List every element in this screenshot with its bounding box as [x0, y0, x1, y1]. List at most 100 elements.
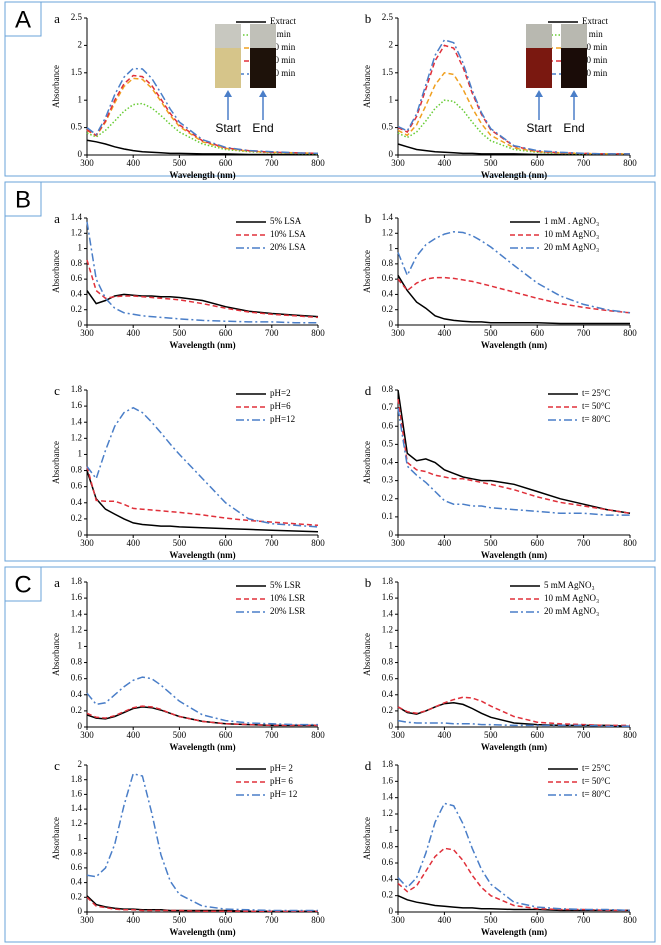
legend-label: 5 mM AgNO₃ — [544, 580, 595, 590]
legend-label: 10 mM AgNO₃ — [544, 593, 599, 603]
series-line — [397, 39, 630, 155]
chart-label: a — [54, 575, 60, 590]
x-tick-label: 600 — [219, 538, 233, 548]
y-tick-label: 1.4 — [382, 792, 394, 802]
photo-label: Start — [215, 121, 241, 135]
x-tick-label: 400 — [126, 538, 140, 548]
series-line — [86, 772, 318, 912]
y-tick-label: 0 — [78, 906, 83, 916]
legend-label: 5% LSR — [270, 580, 301, 590]
y-axis-label: Absorbance — [51, 633, 61, 676]
y-tick-label: 2 — [389, 39, 394, 49]
x-tick-label: 700 — [577, 730, 591, 740]
legend-label: t= 25°C — [582, 388, 610, 398]
series-line — [397, 895, 630, 912]
x-axis-label: Wavelength (nm) — [481, 742, 547, 752]
x-tick-label: 500 — [173, 730, 187, 740]
y-tick-label: 0 — [389, 149, 394, 159]
y-tick-label: 1.2 — [71, 432, 82, 442]
y-tick-label: 1.8 — [71, 384, 83, 394]
x-tick-label: 500 — [173, 538, 187, 548]
y-tick-label: 0.4 — [71, 497, 83, 507]
series-line — [86, 67, 319, 155]
series-line — [86, 895, 318, 913]
x-tick-label: 500 — [484, 730, 498, 740]
y-tick-label: 1.6 — [382, 775, 394, 785]
y-tick-label: 0 — [389, 906, 394, 916]
x-tick-label: 500 — [484, 915, 498, 925]
x-tick-label: 300 — [80, 538, 94, 548]
chart-label: c — [54, 758, 60, 773]
y-tick-label: 2.5 — [382, 12, 394, 22]
legend-label: 5% LSA — [270, 216, 302, 226]
legend-label: 10% LSA — [270, 229, 306, 239]
legend-label: 10 mM AgNO₃ — [544, 229, 599, 239]
panel-frame — [4, 1, 656, 177]
x-axis-label: Wavelength (nm) — [481, 170, 547, 180]
y-tick-label: 1 — [78, 449, 83, 459]
photo-vial — [250, 48, 276, 88]
y-tick-label: 0.6 — [382, 673, 394, 683]
y-tick-label: 0.2 — [382, 304, 393, 314]
y-tick-label: 1.8 — [71, 774, 83, 784]
panel-frame — [4, 181, 656, 562]
x-tick-label: 700 — [265, 538, 279, 548]
y-tick-label: 0 — [389, 319, 394, 329]
y-tick-label: 0.2 — [71, 513, 82, 523]
y-tick-label: 0.6 — [382, 420, 394, 430]
y-tick-label: 1.5 — [71, 67, 83, 77]
x-tick-label: 300 — [391, 915, 405, 925]
series-line — [86, 466, 319, 527]
chart-label: b — [365, 211, 372, 226]
y-tick-label: 0.7 — [382, 402, 394, 412]
x-tick-label: 400 — [438, 915, 452, 925]
y-tick-label: 0.2 — [71, 705, 82, 715]
series-line — [86, 259, 319, 319]
x-tick-label: 400 — [438, 328, 452, 338]
y-tick-label: 1 — [78, 94, 83, 104]
y-axis-label: Absorbance — [51, 250, 61, 293]
series-line — [397, 398, 631, 515]
x-tick-label: 800 — [311, 328, 325, 338]
x-tick-label: 700 — [577, 538, 591, 548]
x-tick-label: 600 — [219, 730, 233, 740]
chart-label: a — [54, 11, 60, 26]
series-line — [86, 221, 318, 324]
legend-label: 10 min — [270, 42, 296, 52]
series-line — [397, 231, 631, 314]
y-tick-label: 0.6 — [71, 273, 83, 283]
y-tick-label: 1.2 — [71, 818, 82, 828]
x-tick-label: 800 — [623, 538, 637, 548]
y-tick-label: 0.4 — [382, 457, 394, 467]
series-line — [86, 470, 319, 533]
y-tick-label: 0.5 — [382, 122, 394, 132]
y-axis-label: Absorbance — [362, 817, 372, 860]
x-tick-label: 800 — [311, 158, 325, 168]
legend-label: t= 80°C — [582, 789, 610, 799]
x-tick-label: 700 — [265, 915, 279, 925]
legend-label: 0 min — [270, 29, 291, 39]
x-tick-label: 700 — [265, 730, 279, 740]
x-tick-label: 300 — [391, 158, 405, 168]
y-tick-label: 0.4 — [382, 873, 394, 883]
y-tick-label: 0.8 — [71, 847, 83, 857]
y-tick-label: 1.4 — [382, 608, 394, 618]
legend-label: 10% LSR — [270, 593, 305, 603]
y-tick-label: 1.2 — [71, 624, 82, 634]
y-tick-label: 0.4 — [382, 689, 394, 699]
chart-label: d — [365, 383, 372, 398]
x-tick-label: 500 — [484, 538, 498, 548]
legend-label: t= 25°C — [582, 763, 610, 773]
y-tick-label: 0.6 — [382, 857, 394, 867]
photo-label: End — [252, 121, 273, 135]
series-line — [397, 71, 630, 155]
y-tick-label: 0 — [78, 149, 83, 159]
x-tick-label: 700 — [577, 915, 591, 925]
y-tick-label: 1.6 — [382, 592, 394, 602]
series-line — [397, 44, 630, 155]
x-tick-label: 800 — [623, 158, 637, 168]
series-line — [86, 705, 318, 727]
y-tick-label: 2 — [78, 39, 83, 49]
label-frame — [4, 181, 42, 217]
